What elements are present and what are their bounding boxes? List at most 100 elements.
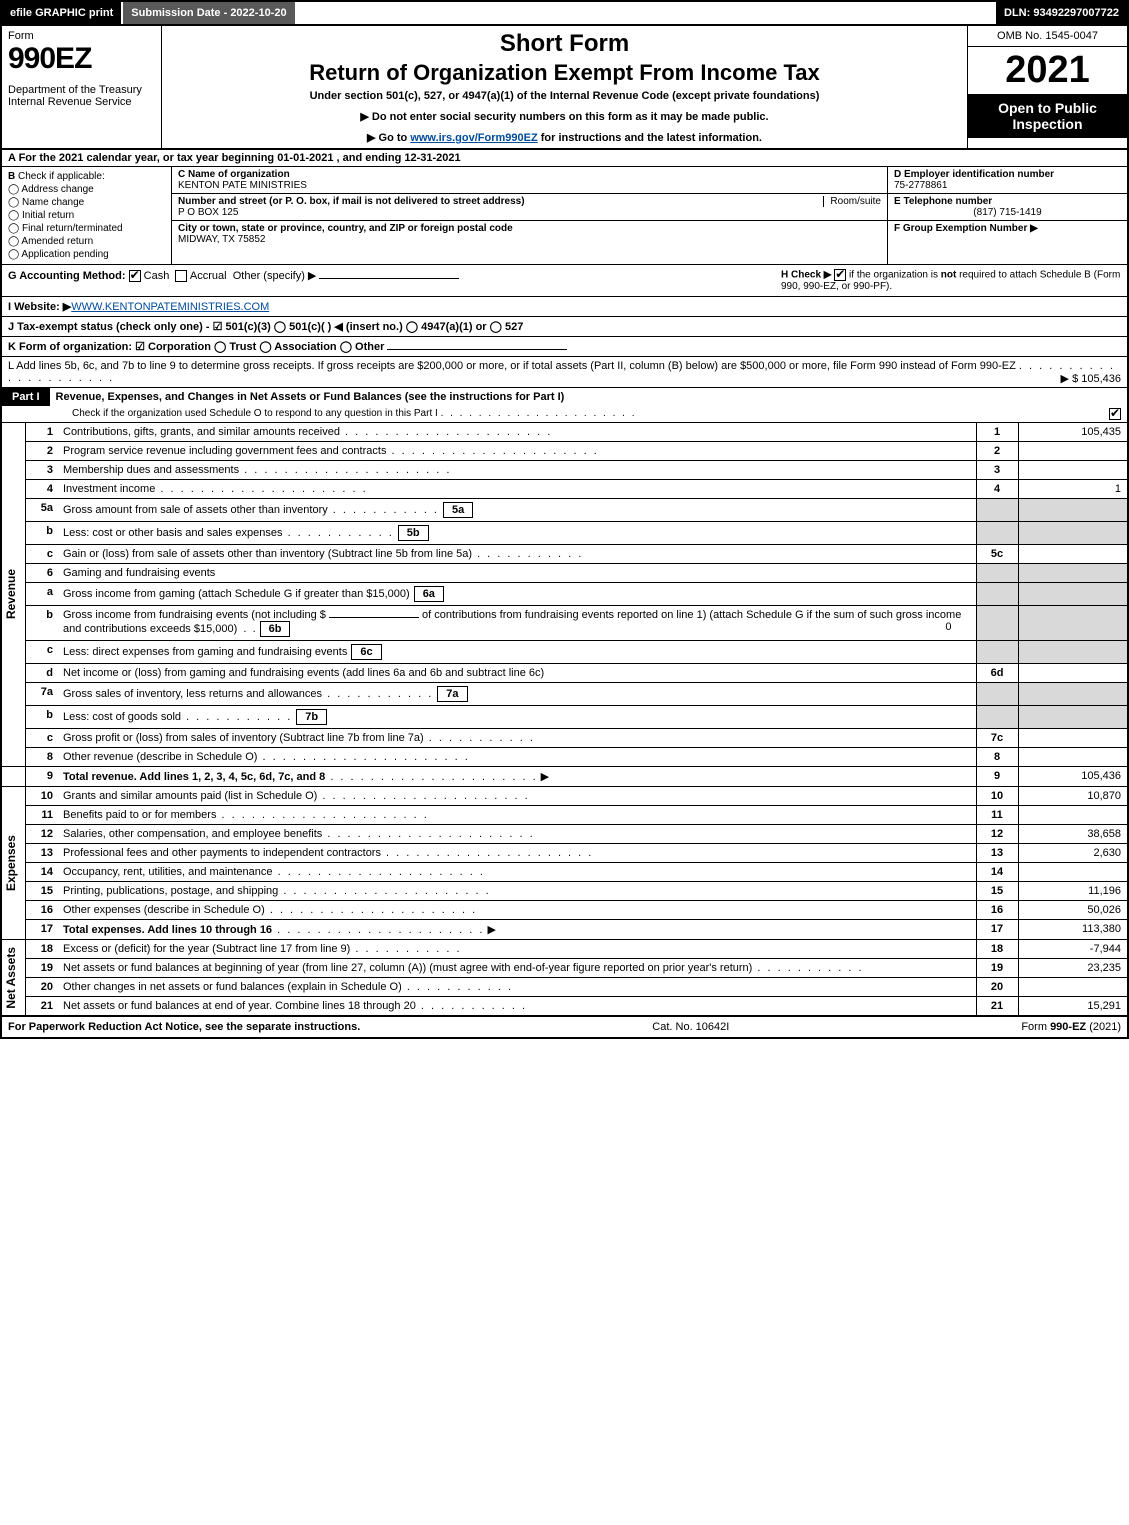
cb-schedule-o[interactable] bbox=[1109, 408, 1121, 420]
line-desc: Salaries, other compensation, and employ… bbox=[63, 828, 322, 840]
line-desc: Membership dues and assessments bbox=[63, 464, 239, 476]
under-section: Under section 501(c), 527, or 4947(a)(1)… bbox=[168, 90, 961, 102]
line-amt: 23,235 bbox=[1018, 959, 1128, 978]
k-other-line[interactable] bbox=[387, 349, 567, 350]
cb-application-pending[interactable]: ◯ Application pending bbox=[8, 249, 165, 260]
line-desc: Gross sales of inventory, less returns a… bbox=[63, 688, 322, 700]
line-box: 8 bbox=[976, 748, 1018, 767]
line-box: 17 bbox=[976, 920, 1018, 940]
goto-line: ▶ Go to www.irs.gov/Form990EZ for instru… bbox=[168, 131, 961, 144]
dots-icon bbox=[402, 981, 513, 993]
part-i-bar: Part I bbox=[2, 388, 50, 406]
line-box: 5c bbox=[976, 545, 1018, 564]
line-amt: -7,944 bbox=[1018, 940, 1128, 959]
submission-date-button[interactable]: Submission Date - 2022-10-20 bbox=[123, 2, 294, 24]
footer-right: Form 990-EZ (2021) bbox=[1021, 1021, 1121, 1033]
line-amt bbox=[1018, 978, 1128, 997]
topbar-fill bbox=[295, 2, 996, 24]
other-specify-line[interactable] bbox=[319, 278, 459, 279]
dept-text: Department of the Treasury bbox=[8, 84, 142, 96]
goto-link[interactable]: www.irs.gov/Form990EZ bbox=[410, 132, 537, 144]
dots-icon bbox=[181, 711, 292, 723]
line-desc: Net assets or fund balances at end of ye… bbox=[63, 1000, 416, 1012]
line-amt bbox=[1018, 564, 1128, 583]
tax-year: 2021 bbox=[968, 47, 1127, 94]
dots-icon bbox=[216, 809, 428, 821]
line-amt bbox=[1018, 664, 1128, 683]
omb-number: OMB No. 1545-0047 bbox=[968, 26, 1127, 47]
col-c: C Name of organization KENTON PATE MINIS… bbox=[172, 167, 887, 264]
inner-box: 7b bbox=[296, 709, 327, 725]
line-desc: Contributions, gifts, grants, and simila… bbox=[63, 426, 340, 438]
line-num: 1 bbox=[25, 423, 59, 442]
dots-icon bbox=[350, 943, 461, 955]
line-amt bbox=[1018, 545, 1128, 564]
h-not: not bbox=[941, 270, 957, 281]
line-box: 13 bbox=[976, 844, 1018, 863]
line-desc: Excess or (deficit) for the year (Subtra… bbox=[63, 943, 350, 955]
inner-box: 6b bbox=[260, 621, 291, 637]
line-amt bbox=[1018, 706, 1128, 729]
page-footer: For Paperwork Reduction Act Notice, see … bbox=[0, 1016, 1129, 1039]
line-desc: Printing, publications, postage, and shi… bbox=[63, 885, 278, 897]
cb-schedule-b[interactable] bbox=[834, 269, 846, 281]
line-box bbox=[976, 583, 1018, 606]
side-revenue: Revenue bbox=[2, 565, 20, 623]
cb-cash[interactable] bbox=[129, 270, 141, 282]
form-number: 990EZ bbox=[8, 42, 155, 76]
line-desc: Gross amount from sale of assets other t… bbox=[63, 504, 328, 516]
dots-icon bbox=[265, 904, 477, 916]
line-box: 10 bbox=[976, 787, 1018, 806]
line-box: 20 bbox=[976, 978, 1018, 997]
goto-post: for instructions and the latest informat… bbox=[538, 132, 762, 144]
header-left: Form 990EZ Department of the Treasury In… bbox=[2, 26, 162, 148]
h-right: H Check ▶ if the organization is not req… bbox=[781, 269, 1121, 292]
cb-amended-return[interactable]: ◯ Amended return bbox=[8, 236, 165, 247]
dots-icon bbox=[272, 924, 484, 936]
line-amt bbox=[1018, 442, 1128, 461]
line-desc: Gross profit or (loss) from sales of inv… bbox=[63, 732, 424, 744]
dots-icon bbox=[386, 445, 598, 457]
line-box: 19 bbox=[976, 959, 1018, 978]
cb-lbl: Amended return bbox=[21, 236, 93, 247]
part-i-sub: Check if the organization used Schedule … bbox=[2, 406, 1127, 422]
cb-final-return[interactable]: ◯ Final return/terminated bbox=[8, 223, 165, 234]
org-city: MIDWAY, TX 75852 bbox=[178, 234, 265, 245]
line-amt bbox=[1018, 806, 1128, 825]
cb-address-change[interactable]: ◯ Address change bbox=[8, 184, 165, 195]
cb-accrual[interactable] bbox=[175, 270, 187, 282]
website-link[interactable]: WWW.KENTONPATEMINISTRIES.COM bbox=[71, 301, 269, 313]
line-num: b bbox=[25, 706, 59, 729]
header-mid: Short Form Return of Organization Exempt… bbox=[162, 26, 967, 148]
line-desc: Gross income from fundraising events (no… bbox=[63, 609, 326, 621]
dots-icon bbox=[381, 847, 593, 859]
efile-print-button[interactable]: efile GRAPHIC print bbox=[2, 2, 123, 24]
line-box bbox=[976, 641, 1018, 664]
line-amt: 2,630 bbox=[1018, 844, 1128, 863]
cb-lbl: Name change bbox=[22, 197, 84, 208]
line-box: 1 bbox=[976, 423, 1018, 442]
fundraising-blank[interactable] bbox=[329, 617, 419, 618]
line-amt bbox=[1018, 522, 1128, 545]
line-num: 20 bbox=[25, 978, 59, 997]
line-num: 9 bbox=[25, 767, 59, 787]
line-num: 12 bbox=[25, 825, 59, 844]
line-desc: Other expenses (describe in Schedule O) bbox=[63, 904, 265, 916]
f-row: F Group Exemption Number ▶ bbox=[888, 221, 1127, 236]
footer-mid: Cat. No. 10642I bbox=[652, 1021, 729, 1033]
cb-name-change[interactable]: ◯ Name change bbox=[8, 197, 165, 208]
h-lbl: H Check ▶ bbox=[781, 270, 831, 281]
line-amt: 105,436 bbox=[1018, 767, 1128, 787]
cash-lbl: Cash bbox=[144, 270, 170, 282]
e-lbl: E Telephone number bbox=[894, 196, 992, 207]
line-desc: Net income or (loss) from gaming and fun… bbox=[59, 664, 976, 683]
line-desc: Benefits paid to or for members bbox=[63, 809, 216, 821]
line-amt bbox=[1018, 641, 1128, 664]
dots-icon bbox=[416, 1000, 527, 1012]
line-amt: 113,380 bbox=[1018, 920, 1128, 940]
line-desc: Total expenses. Add lines 10 through 16 bbox=[63, 924, 272, 936]
col-de: D Employer identification number 75-2778… bbox=[887, 167, 1127, 264]
side-net-assets: Net Assets bbox=[2, 943, 20, 1013]
cb-initial-return[interactable]: ◯ Initial return bbox=[8, 210, 165, 221]
cb-lbl: Address change bbox=[21, 184, 93, 195]
